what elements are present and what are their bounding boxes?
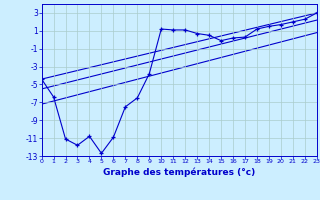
X-axis label: Graphe des températures (°c): Graphe des températures (°c) [103, 167, 255, 177]
